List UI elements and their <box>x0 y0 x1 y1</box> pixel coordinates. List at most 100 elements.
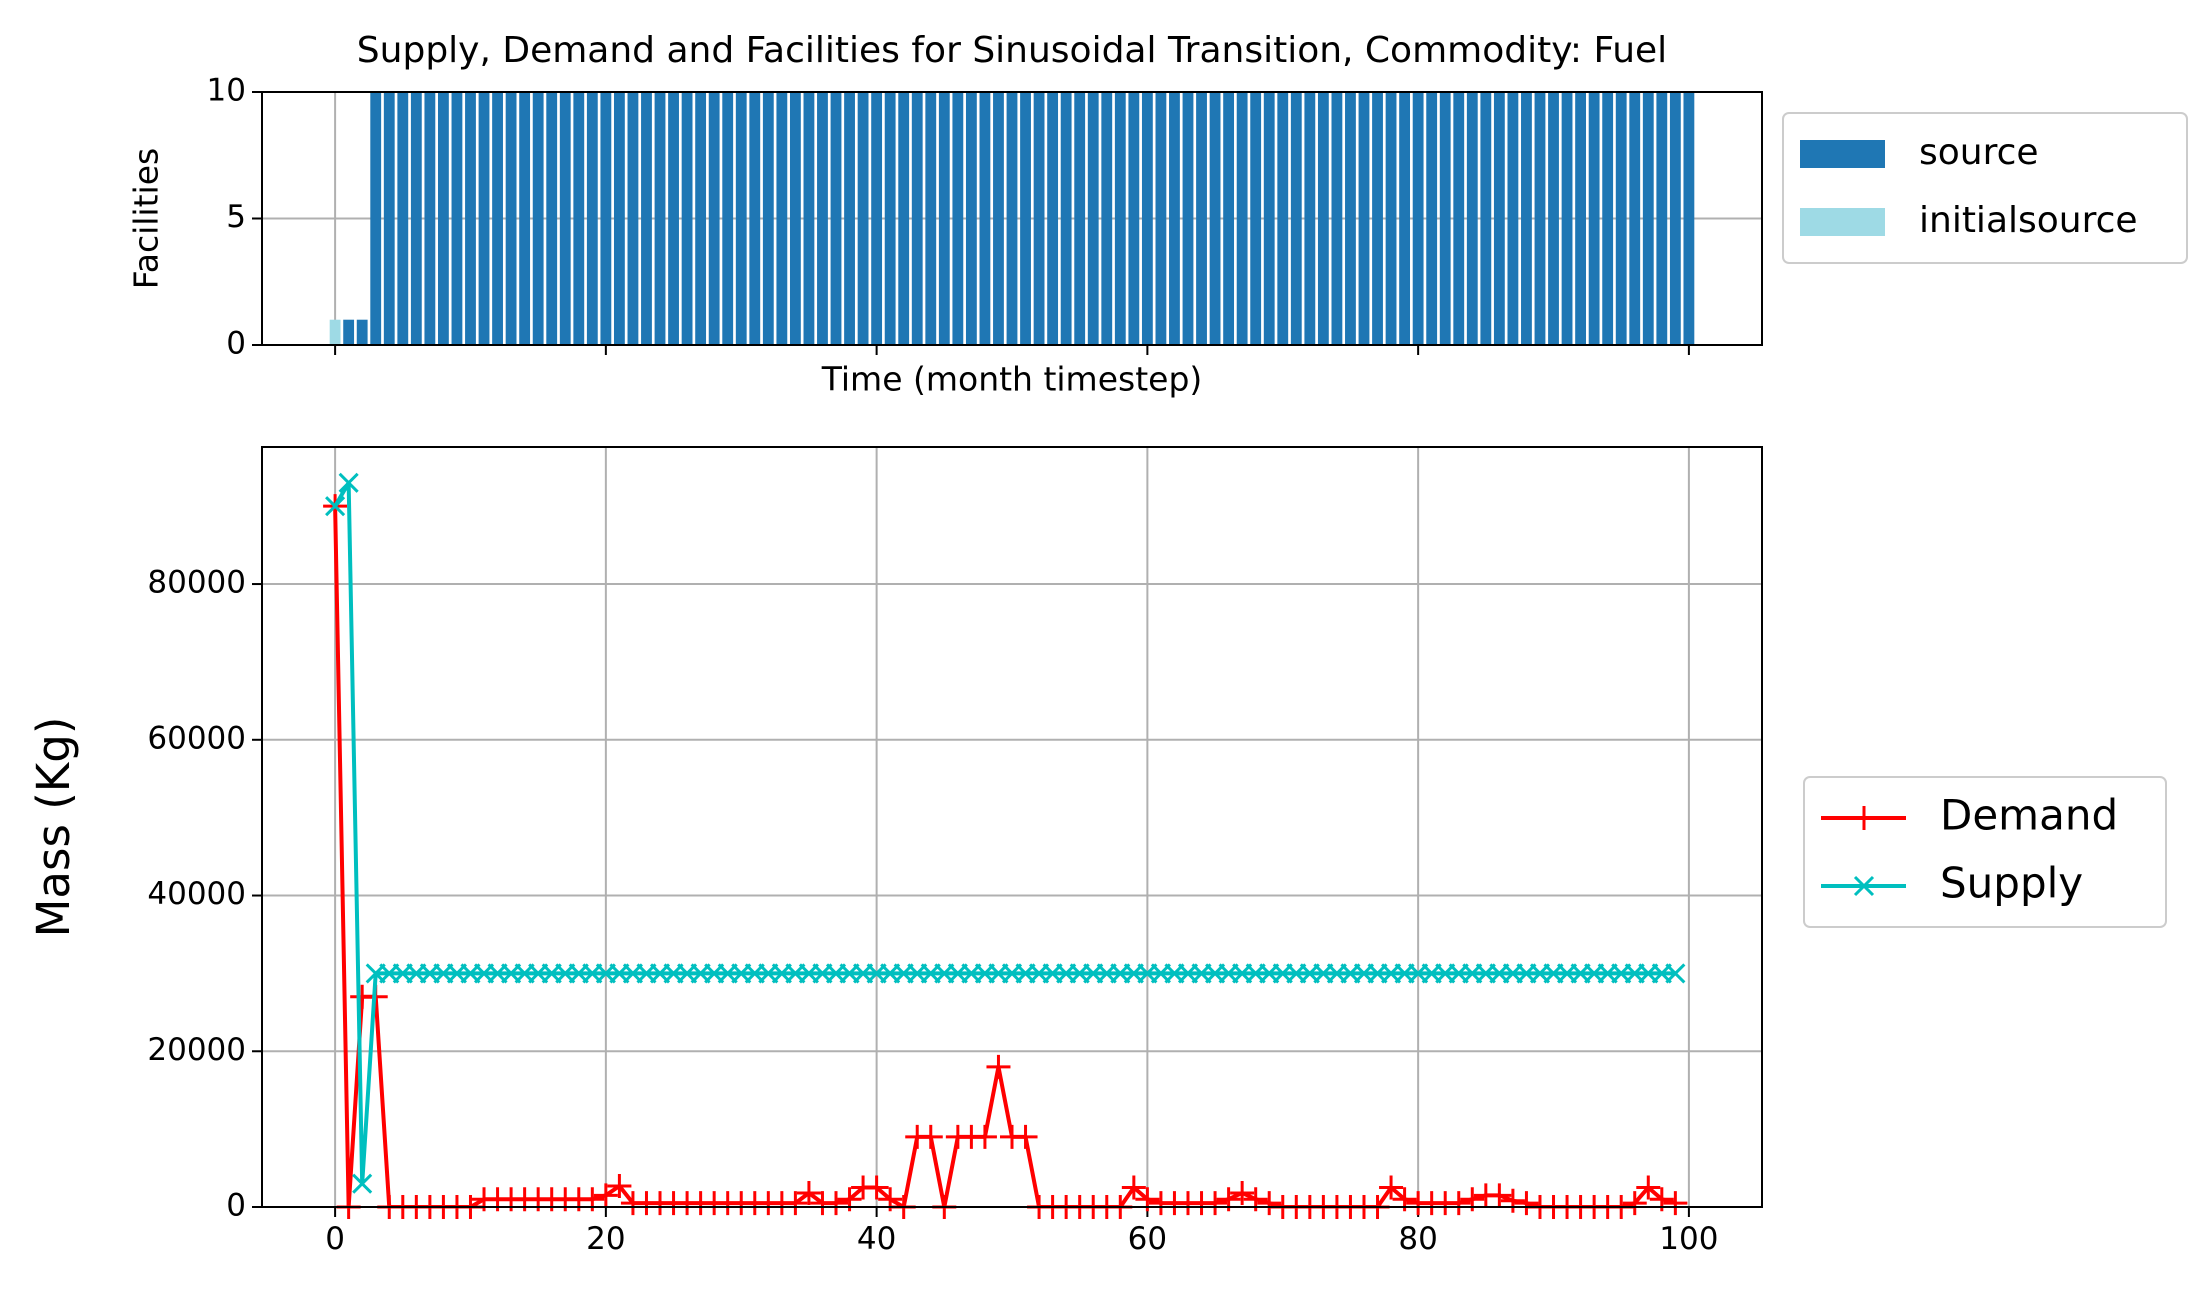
bar <box>1128 92 1140 345</box>
bar <box>1250 92 1262 345</box>
bar <box>1047 92 1059 345</box>
chart-title: Supply, Demand and Facilities for Sinuso… <box>357 30 1667 71</box>
y-tick-label: 20000 <box>147 1032 246 1068</box>
legend-swatch <box>1800 208 1885 236</box>
bar <box>1223 92 1235 345</box>
bar <box>654 92 666 345</box>
bar <box>1399 92 1411 345</box>
bar <box>356 319 368 345</box>
bar <box>735 92 747 345</box>
bar <box>1385 92 1397 345</box>
bar <box>925 92 937 345</box>
bar <box>1006 92 1018 345</box>
bar <box>803 92 815 345</box>
bar <box>817 92 828 345</box>
bar <box>1561 92 1573 345</box>
marker <box>1446 1191 1471 1216</box>
bar <box>871 92 883 345</box>
bar <box>437 92 449 345</box>
series-line <box>333 506 1676 1207</box>
marker <box>986 1054 1011 1079</box>
x-axis-label: Time (month timestep) <box>821 360 1203 399</box>
bar <box>1453 92 1465 345</box>
bar <box>1114 92 1126 345</box>
bar <box>762 92 774 345</box>
marker <box>1203 1191 1228 1216</box>
marker <box>1622 1191 1647 1216</box>
bar <box>1372 92 1383 345</box>
marker <box>1636 1175 1661 1200</box>
bar <box>884 92 896 345</box>
bar <box>505 92 517 345</box>
marker <box>607 1173 632 1198</box>
bar <box>424 92 436 345</box>
bar <box>1155 92 1167 345</box>
marker <box>1514 1191 1539 1216</box>
bar <box>1521 92 1532 345</box>
bar <box>613 92 625 345</box>
bar <box>1317 92 1329 345</box>
bar <box>329 319 341 345</box>
marker <box>1665 963 1686 984</box>
legend-label: source <box>1919 132 2039 173</box>
marker <box>325 496 346 517</box>
bar <box>1507 92 1519 345</box>
bar <box>1575 92 1587 345</box>
bar <box>641 92 652 345</box>
bar <box>1060 92 1072 345</box>
bar <box>492 92 503 345</box>
bar <box>911 92 923 345</box>
legend-label: Supply <box>1940 859 2083 908</box>
bar <box>559 92 571 345</box>
legend-box <box>1803 776 2167 928</box>
bar <box>979 92 991 345</box>
bar <box>600 92 612 345</box>
bar <box>1304 92 1316 345</box>
bar <box>1358 92 1370 345</box>
bar <box>1074 92 1086 345</box>
bar <box>410 92 422 345</box>
bar <box>1209 92 1221 345</box>
bar <box>1602 92 1614 345</box>
bar <box>1480 92 1492 345</box>
legend-label: initialsource <box>1919 200 2138 241</box>
x-tick-label: 20 <box>586 1221 625 1257</box>
bar <box>1656 92 1668 345</box>
marker <box>593 1183 618 1208</box>
bar <box>722 92 734 345</box>
bar <box>1439 92 1451 345</box>
legend-label: Demand <box>1940 791 2118 840</box>
y-axis-label: Mass (Kg) <box>27 717 80 938</box>
bar <box>519 92 531 345</box>
bar <box>1290 92 1302 345</box>
marker <box>783 1191 808 1216</box>
bar <box>1534 92 1546 345</box>
x-tick-label: 0 <box>325 1221 345 1257</box>
bar <box>898 92 910 345</box>
bar <box>1412 92 1424 345</box>
bar <box>1101 92 1113 345</box>
marker <box>1121 1175 1146 1200</box>
bar <box>1669 92 1681 345</box>
legend-marker <box>1852 806 1876 830</box>
bar <box>383 92 395 345</box>
bar <box>776 92 788 345</box>
bar <box>478 92 490 345</box>
marker <box>824 1191 849 1216</box>
bar <box>1629 92 1641 345</box>
bar <box>1087 92 1099 345</box>
bar <box>695 92 707 345</box>
y-tick-label: 10 <box>207 73 246 109</box>
marker <box>864 1175 889 1200</box>
marker <box>972 1124 997 1149</box>
bar <box>1615 92 1627 345</box>
marker <box>352 1173 373 1194</box>
marker <box>1379 1175 1404 1200</box>
bar <box>965 92 977 345</box>
bar <box>451 92 463 345</box>
bar <box>938 92 950 345</box>
bar <box>1033 92 1045 345</box>
y-tick-label: 0 <box>226 1188 246 1224</box>
bar <box>1236 92 1248 345</box>
